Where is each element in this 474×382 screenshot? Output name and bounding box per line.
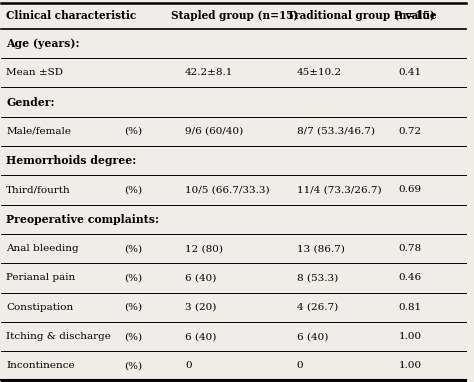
Text: 42.2±8.1: 42.2±8.1 (185, 68, 233, 77)
Text: 0: 0 (185, 361, 191, 371)
Text: (%): (%) (125, 244, 143, 253)
Text: Constipation: Constipation (6, 303, 73, 312)
Text: 4 (26.7): 4 (26.7) (297, 303, 338, 312)
Text: 0: 0 (297, 361, 303, 371)
Text: Itching & discharge: Itching & discharge (6, 332, 111, 341)
Text: 8/7 (53.3/46.7): 8/7 (53.3/46.7) (297, 127, 374, 136)
Text: 8 (53.3): 8 (53.3) (297, 274, 338, 282)
Text: Clinical characteristic: Clinical characteristic (6, 10, 137, 21)
Text: 6 (40): 6 (40) (297, 332, 328, 341)
Text: 11/4 (73.3/26.7): 11/4 (73.3/26.7) (297, 186, 381, 194)
Text: (%): (%) (125, 127, 143, 136)
Text: 1.00: 1.00 (399, 361, 422, 371)
Text: Third/fourth: Third/fourth (6, 186, 71, 194)
Text: 45±10.2: 45±10.2 (297, 68, 342, 77)
Text: 10/5 (66.7/33.3): 10/5 (66.7/33.3) (185, 186, 270, 194)
Text: Anal bleeding: Anal bleeding (6, 244, 79, 253)
Text: Age (years):: Age (years): (6, 38, 80, 49)
Text: Mean ±SD: Mean ±SD (6, 68, 63, 77)
Text: 6 (40): 6 (40) (185, 274, 216, 282)
Text: (%): (%) (125, 332, 143, 341)
Text: 0.78: 0.78 (399, 244, 422, 253)
Text: Perianal pain: Perianal pain (6, 274, 75, 282)
Text: Male/female: Male/female (6, 127, 71, 136)
Text: Stapled group (n=15): Stapled group (n=15) (171, 10, 299, 21)
Text: 6 (40): 6 (40) (185, 332, 216, 341)
Text: (%): (%) (125, 361, 143, 371)
Text: 0.81: 0.81 (399, 303, 422, 312)
Text: 1.00: 1.00 (399, 332, 422, 341)
Text: 13 (86.7): 13 (86.7) (297, 244, 345, 253)
Text: 0.69: 0.69 (399, 186, 422, 194)
Text: 0.41: 0.41 (399, 68, 422, 77)
Text: 12 (80): 12 (80) (185, 244, 223, 253)
Text: Preoperative complaints:: Preoperative complaints: (6, 214, 159, 225)
Text: 0.72: 0.72 (399, 127, 422, 136)
Text: P value: P value (394, 10, 437, 21)
Text: Hemorrhoids degree:: Hemorrhoids degree: (6, 155, 137, 166)
Text: Gender:: Gender: (6, 97, 55, 107)
Text: (%): (%) (125, 186, 143, 194)
Text: Traditional group (n=15): Traditional group (n=15) (287, 10, 435, 21)
Text: Incontinence: Incontinence (6, 361, 75, 371)
Text: (%): (%) (125, 303, 143, 312)
Text: 9/6 (60/40): 9/6 (60/40) (185, 127, 243, 136)
Text: (%): (%) (125, 274, 143, 282)
Text: 3 (20): 3 (20) (185, 303, 216, 312)
Text: 0.46: 0.46 (399, 274, 422, 282)
